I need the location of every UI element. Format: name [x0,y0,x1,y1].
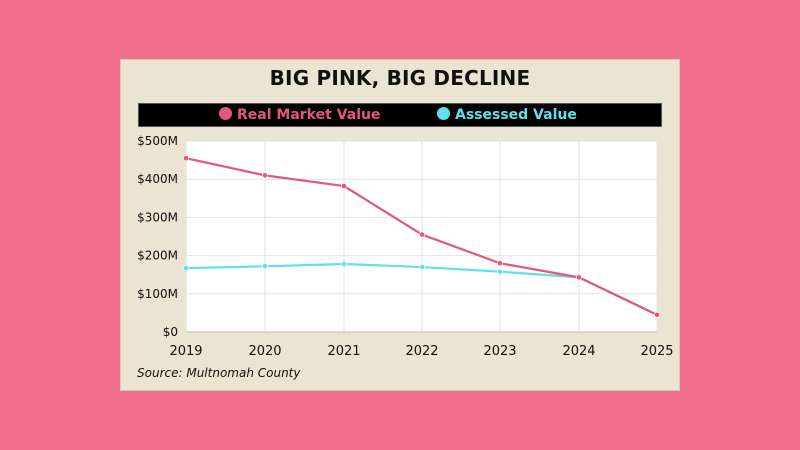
y-tick-label: $500M [137,134,178,148]
y-tick-label: $300M [137,210,178,224]
data-point [497,268,503,275]
x-tick-label: 2023 [483,344,516,359]
y-tick-label: $400M [137,172,178,186]
data-point [341,183,347,189]
data-point [183,265,189,272]
data-point [262,263,268,270]
x-tick-label: 2022 [405,344,438,359]
y-tick-label: $0 [163,325,178,339]
y-tick-label: $200M [137,249,178,263]
source-note: Source: Multnomah County [137,366,301,380]
data-point [262,172,268,179]
x-tick-label: 2020 [248,344,281,359]
data-point [341,261,347,267]
data-point [183,155,189,162]
x-tick-label: 2025 [640,344,673,359]
chart-title: BIG PINK, BIG DECLINE [269,66,531,90]
x-tick-label: 2019 [169,344,202,359]
data-point [497,260,503,267]
legend-dot-icon [437,107,450,120]
x-tick-label: 2024 [562,344,595,359]
data-point [419,231,425,238]
legend-dot-icon [219,107,232,120]
legend-label: Assessed Value [455,107,577,123]
data-point [419,264,425,270]
x-tick-label: 2021 [327,344,360,359]
data-point [576,274,582,281]
legend-item-assessed-value: Assessed Value [437,104,577,126]
y-tick-label: $100M [137,287,178,301]
legend-label: Real Market Value [237,107,381,123]
chart-legend: Real Market Value Assessed Value [138,103,662,127]
data-point [654,311,660,318]
legend-item-real-market-value: Real Market Value [219,104,380,126]
